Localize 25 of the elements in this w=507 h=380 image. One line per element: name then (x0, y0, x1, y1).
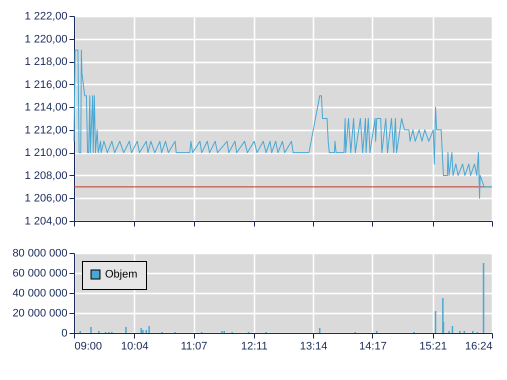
x-tick-label: 16:24 (464, 340, 492, 352)
y-tick-label: 1 206,00 (24, 192, 68, 205)
legend-label: Objem (105, 268, 138, 280)
y-tick-label: 1 222,00 (24, 10, 68, 22)
y-tick-label: 20 000 000 (12, 308, 68, 320)
x-tick-label: 12:11 (240, 340, 268, 352)
y-tick-label: 0 (61, 328, 68, 340)
y-tick-label: 1 212,00 (24, 124, 68, 136)
y-tick-label: 1 216,00 (24, 78, 68, 91)
x-tick-label: 10:04 (120, 340, 149, 352)
y-tick-label: 80 000 000 (12, 248, 68, 260)
x-tick-label: 15:21 (419, 340, 447, 352)
y-tick-label: 60 000 000 (12, 268, 68, 280)
line-series (74, 50, 492, 199)
x-tick-label: 14:17 (359, 340, 387, 352)
y-tick-label: 1 214,00 (24, 102, 68, 114)
x-tick-label: 09:00 (74, 340, 102, 352)
y-tick-label: 1 220,00 (24, 33, 68, 46)
y-tick-label: 40 000 000 (12, 288, 68, 300)
y-tick-label: 1 210,00 (24, 147, 68, 160)
y-tick-label: 1 218,00 (24, 56, 68, 68)
y-tick-label: 1 208,00 (24, 170, 68, 182)
y-tick-label: 1 204,00 (24, 216, 68, 228)
x-tick-label: 11:07 (180, 340, 208, 352)
x-tick-label: 13:14 (300, 340, 328, 352)
